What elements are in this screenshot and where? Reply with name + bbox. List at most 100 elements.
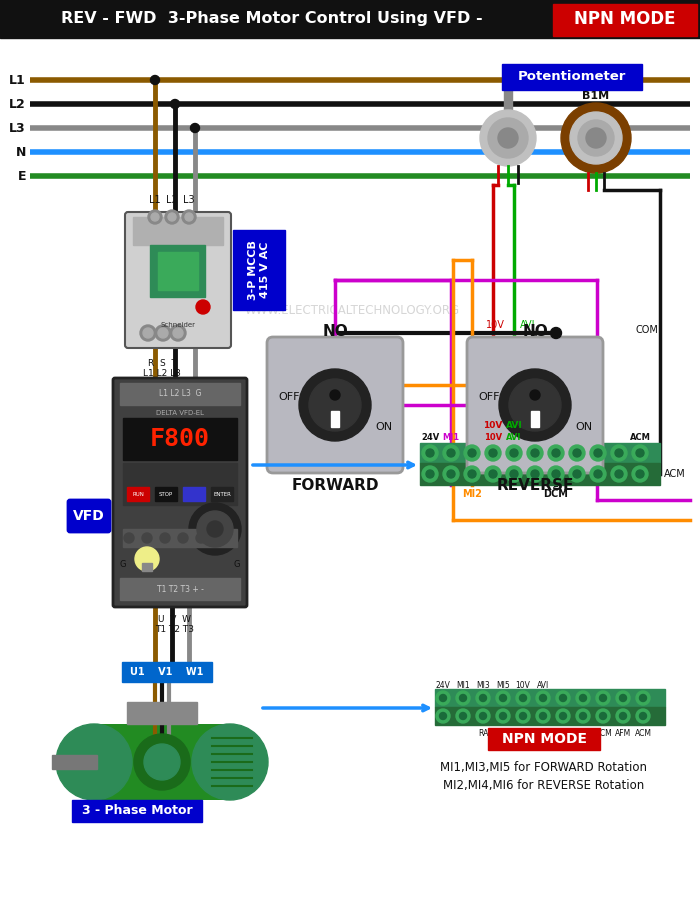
Circle shape (426, 470, 434, 478)
Text: AFM: AFM (615, 728, 631, 737)
Circle shape (578, 120, 614, 156)
Bar (158, 252, 198, 290)
Text: MI6: MI6 (576, 728, 590, 737)
Text: COM: COM (635, 325, 658, 335)
Circle shape (540, 695, 547, 701)
Circle shape (548, 466, 564, 482)
Bar (331, 411, 339, 427)
Text: ENTER: ENTER (213, 491, 231, 497)
Bar (420, 443, 660, 463)
Circle shape (576, 709, 590, 723)
Text: OFF: OFF (278, 392, 300, 402)
Bar (435, 689, 665, 707)
Text: 3 - Phase Motor: 3 - Phase Motor (82, 805, 193, 817)
Circle shape (590, 466, 606, 482)
Circle shape (464, 466, 480, 482)
Text: ON: ON (575, 422, 592, 432)
Circle shape (632, 466, 648, 482)
Circle shape (615, 470, 623, 478)
Bar (123, 463, 237, 505)
Circle shape (559, 695, 566, 701)
Circle shape (480, 695, 486, 701)
Bar (553, 4, 697, 36)
Circle shape (506, 466, 522, 482)
Text: L2: L2 (166, 195, 178, 205)
Circle shape (599, 695, 606, 701)
Text: MI1,MI3,MI5 for FORWARD Rotation: MI1,MI3,MI5 for FORWARD Rotation (440, 760, 648, 773)
Circle shape (422, 466, 438, 482)
Circle shape (632, 445, 648, 461)
Circle shape (531, 470, 539, 478)
Circle shape (426, 449, 434, 457)
Bar (72, 800, 202, 822)
Circle shape (207, 521, 223, 537)
Text: 24V: 24V (435, 680, 450, 689)
Text: DCM: DCM (594, 728, 612, 737)
Circle shape (556, 709, 570, 723)
Circle shape (636, 691, 650, 705)
Circle shape (190, 123, 199, 132)
Text: RUN: RUN (132, 491, 144, 497)
Circle shape (620, 713, 626, 719)
Circle shape (182, 210, 196, 224)
Circle shape (500, 713, 507, 719)
Circle shape (516, 709, 530, 723)
Circle shape (636, 470, 644, 478)
Text: MI2: MI2 (536, 728, 550, 737)
Text: G: G (234, 560, 240, 569)
Circle shape (299, 369, 371, 441)
Text: VFD: VFD (73, 509, 105, 523)
Circle shape (498, 128, 518, 148)
Circle shape (196, 300, 210, 314)
Circle shape (552, 449, 560, 457)
Circle shape (570, 112, 622, 164)
Bar (183, 487, 205, 501)
Circle shape (550, 328, 561, 338)
Circle shape (616, 709, 630, 723)
Bar (120, 578, 240, 600)
Bar (52, 755, 97, 769)
Circle shape (330, 390, 340, 400)
Circle shape (447, 470, 455, 478)
Circle shape (168, 213, 176, 221)
FancyBboxPatch shape (68, 500, 110, 532)
Text: Schneider: Schneider (160, 322, 195, 328)
Circle shape (527, 445, 543, 461)
Circle shape (459, 695, 466, 701)
Circle shape (196, 533, 206, 543)
Text: ACM: ACM (634, 728, 652, 737)
Text: 10V: 10V (483, 420, 503, 429)
Circle shape (636, 449, 644, 457)
Text: MI4: MI4 (556, 728, 570, 737)
Circle shape (496, 709, 510, 723)
Text: 3-P MCCB
415 V AC: 3-P MCCB 415 V AC (248, 240, 270, 300)
Text: AVI: AVI (505, 420, 522, 429)
Bar (150, 245, 205, 297)
Bar (504, 88, 512, 118)
Circle shape (510, 449, 518, 457)
Text: Potentiometer: Potentiometer (518, 70, 626, 84)
FancyBboxPatch shape (113, 378, 247, 607)
Circle shape (178, 533, 188, 543)
Circle shape (447, 449, 455, 457)
Circle shape (640, 695, 647, 701)
Circle shape (160, 533, 170, 543)
FancyBboxPatch shape (467, 337, 603, 473)
Circle shape (611, 466, 627, 482)
Circle shape (561, 103, 631, 173)
Bar (120, 383, 240, 405)
Bar (155, 487, 177, 501)
Circle shape (443, 466, 459, 482)
Circle shape (173, 328, 183, 338)
Circle shape (142, 533, 152, 543)
Text: 10V: 10V (484, 433, 502, 442)
Text: G: G (120, 560, 127, 569)
Text: REVERSE: REVERSE (496, 478, 574, 492)
Circle shape (440, 713, 447, 719)
Text: L2: L2 (9, 97, 26, 111)
Circle shape (158, 328, 168, 338)
Circle shape (499, 369, 571, 441)
Circle shape (580, 695, 587, 701)
Text: MI1: MI1 (442, 433, 460, 442)
Circle shape (468, 470, 476, 478)
